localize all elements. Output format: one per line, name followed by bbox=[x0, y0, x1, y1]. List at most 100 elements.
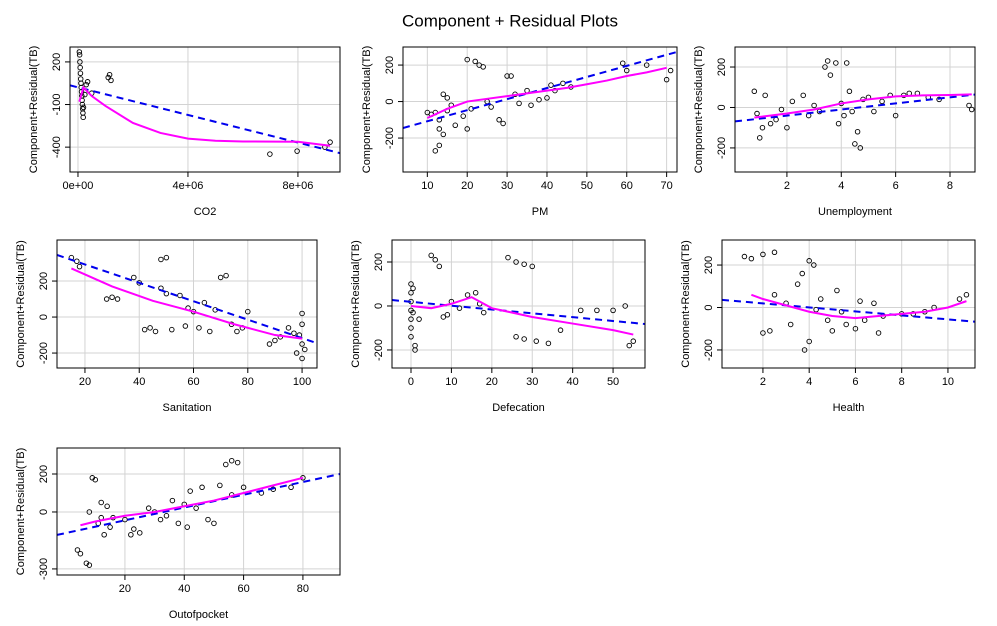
point bbox=[521, 336, 527, 342]
point bbox=[643, 62, 650, 68]
point bbox=[299, 321, 305, 328]
point bbox=[408, 281, 414, 287]
point bbox=[852, 141, 858, 147]
fit-line bbox=[392, 299, 645, 326]
point bbox=[223, 272, 229, 279]
point bbox=[101, 532, 107, 538]
point bbox=[205, 516, 211, 523]
point bbox=[217, 482, 223, 489]
point bbox=[223, 461, 229, 468]
x-tick-label: 30 bbox=[526, 376, 538, 388]
point bbox=[852, 325, 859, 332]
point bbox=[557, 327, 564, 333]
y-tick-label: -200 bbox=[384, 127, 396, 149]
point bbox=[464, 56, 470, 63]
point bbox=[849, 108, 855, 115]
point bbox=[103, 296, 110, 302]
panel: 2 4 6 8 10 -200 0 200 Health Component+Residual(T… bbox=[680, 239, 976, 414]
point bbox=[811, 102, 817, 109]
y-tick-label: -300 bbox=[38, 558, 50, 580]
point bbox=[234, 459, 241, 466]
point bbox=[767, 328, 773, 334]
point bbox=[410, 309, 416, 316]
point bbox=[77, 70, 84, 77]
y-tick-label: 0 bbox=[716, 104, 728, 110]
point bbox=[80, 114, 86, 121]
x-tick-label: 80 bbox=[242, 376, 254, 388]
point bbox=[533, 338, 540, 344]
plot-box bbox=[402, 46, 678, 173]
x-tick-label: 4 bbox=[806, 376, 812, 388]
point bbox=[163, 513, 170, 519]
x-tick-label: 80 bbox=[297, 583, 309, 595]
point bbox=[548, 82, 554, 88]
point bbox=[875, 330, 882, 336]
fit-line bbox=[722, 298, 975, 323]
point bbox=[128, 532, 134, 538]
point bbox=[234, 328, 240, 335]
point bbox=[432, 257, 438, 263]
point bbox=[182, 323, 189, 329]
x-tick-label: 20 bbox=[119, 583, 131, 595]
panel: 10 20 30 40 50 60 70 -200 0 200 PM Component+Residu… bbox=[361, 46, 678, 218]
point bbox=[480, 309, 487, 316]
point bbox=[480, 64, 486, 70]
point bbox=[936, 96, 942, 103]
point bbox=[610, 307, 616, 314]
y-tick-label: 200 bbox=[716, 58, 728, 76]
point bbox=[822, 64, 828, 70]
point bbox=[626, 342, 632, 349]
point bbox=[824, 58, 831, 64]
point bbox=[835, 120, 842, 127]
point bbox=[560, 80, 566, 87]
x-tick-label: 10 bbox=[942, 376, 954, 388]
point bbox=[528, 102, 534, 108]
point bbox=[293, 350, 300, 356]
smooth-line bbox=[80, 476, 304, 527]
plot-box bbox=[69, 46, 341, 173]
point bbox=[272, 337, 278, 344]
point bbox=[504, 73, 510, 79]
y-tick-label: 0 bbox=[373, 303, 385, 309]
y-axis-label: Component+Residual(TB) bbox=[350, 240, 362, 367]
y-tick-label: -100 bbox=[51, 94, 63, 116]
point bbox=[122, 516, 128, 523]
point bbox=[294, 148, 300, 154]
point bbox=[505, 254, 511, 261]
point bbox=[794, 281, 801, 287]
x-tick-label: 20 bbox=[79, 376, 91, 388]
x-tick-label: 40 bbox=[178, 583, 190, 595]
point bbox=[544, 95, 550, 101]
point bbox=[801, 347, 808, 353]
point bbox=[299, 310, 305, 317]
point bbox=[436, 263, 443, 270]
smooth-line bbox=[410, 296, 634, 336]
point bbox=[432, 148, 439, 154]
x-tick-label: 60 bbox=[621, 180, 633, 192]
x-tick-label: 50 bbox=[581, 180, 593, 192]
point bbox=[663, 76, 670, 83]
point bbox=[76, 52, 83, 58]
point bbox=[440, 131, 447, 138]
point bbox=[968, 106, 975, 113]
panel: 0 10 20 30 40 50 -200 0 200 Defecation Component+R… bbox=[350, 239, 646, 414]
x-axis-label: Health bbox=[833, 402, 865, 414]
point bbox=[228, 457, 235, 464]
y-tick-label: -200 bbox=[38, 342, 50, 364]
fit-line bbox=[403, 50, 677, 129]
point bbox=[77, 59, 83, 65]
point bbox=[440, 314, 447, 320]
point bbox=[472, 58, 478, 65]
point bbox=[187, 488, 193, 494]
point bbox=[76, 49, 83, 55]
x-tick-label: 2 bbox=[760, 376, 766, 388]
point bbox=[147, 325, 153, 331]
point bbox=[245, 308, 251, 315]
point bbox=[177, 292, 183, 299]
x-tick-label: 8 bbox=[899, 376, 905, 388]
point bbox=[266, 341, 273, 347]
point bbox=[834, 287, 840, 294]
point bbox=[824, 317, 831, 323]
panel: 0e+00 4e+06 8e+06 -400 -100 200 CO2 Component+R… bbox=[28, 46, 341, 218]
point bbox=[82, 91, 88, 98]
